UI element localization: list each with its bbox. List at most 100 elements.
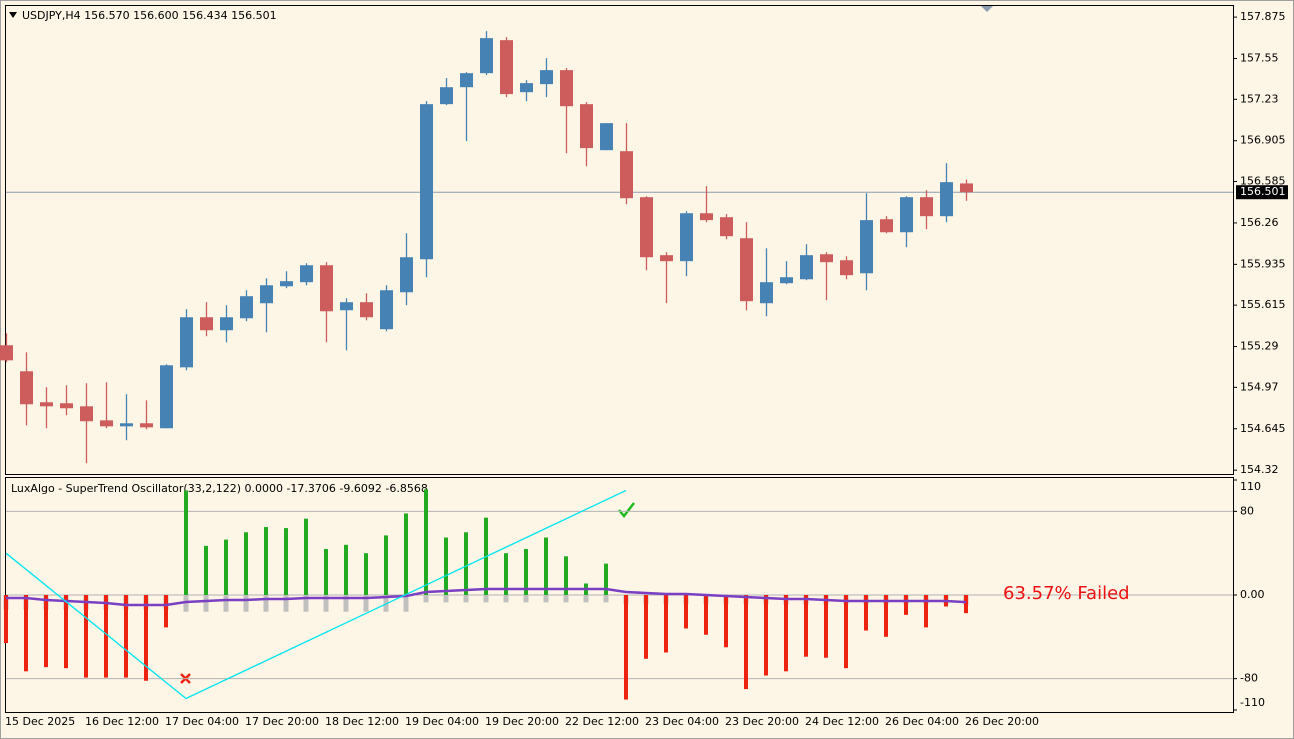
- last-price-box: [1236, 185, 1288, 200]
- candle-body: [880, 219, 893, 233]
- y-tick-label: 154.97: [1240, 380, 1279, 393]
- shadow-bar: [343, 595, 349, 612]
- shadow-bar: [363, 595, 369, 612]
- y-tick-label: -80: [1240, 672, 1258, 685]
- candle-body: [560, 70, 573, 107]
- shift-marker: [981, 6, 993, 12]
- y-tick-label: 80: [1240, 504, 1254, 517]
- candle-body: [940, 182, 953, 217]
- histogram-bar: [804, 595, 808, 657]
- histogram-bar: [284, 528, 288, 595]
- candle-body: [500, 40, 513, 95]
- y-tick-label: 155.935: [1240, 257, 1286, 270]
- candle-body: [20, 371, 33, 405]
- histogram-bar: [784, 595, 788, 672]
- candle-body: [260, 285, 273, 304]
- histogram-bar: [264, 527, 268, 595]
- histogram-bar: [204, 545, 208, 595]
- candle-body: [800, 255, 813, 280]
- histogram-bar: [904, 595, 908, 615]
- histogram-bar: [824, 595, 828, 658]
- candle-body: [300, 265, 313, 283]
- y-tick-label: 157.23: [1240, 92, 1279, 105]
- candle-body: [460, 73, 473, 88]
- success-marker: [618, 502, 635, 518]
- shadow-bar: [563, 595, 569, 603]
- y-tick-label: 157.875: [1240, 10, 1286, 23]
- zigzag-line: [5, 489, 627, 700]
- candle-body: [440, 87, 453, 105]
- x-tick-label: 17 Dec 04:00: [165, 715, 239, 728]
- candle-body: [620, 151, 633, 199]
- shadow-bar: [523, 595, 529, 603]
- histogram-bar: [704, 595, 708, 635]
- histogram-bar: [864, 595, 868, 631]
- histogram-bar: [644, 595, 648, 659]
- chart-title: USDJPY,H4 156.570 156.600 156.434 156.50…: [22, 9, 277, 22]
- price-panel: [5, 5, 1234, 475]
- histogram-bar: [164, 595, 168, 628]
- histogram-bar: [344, 544, 348, 595]
- candle-body: [420, 104, 433, 260]
- menu-triangle[interactable]: [9, 12, 17, 18]
- candle-body: [480, 38, 493, 74]
- candle-body: [580, 104, 593, 149]
- candle-body: [540, 70, 553, 85]
- candle-body: [80, 406, 93, 422]
- x-tick-label: 26 Dec 20:00: [965, 715, 1039, 728]
- x-tick-label: 23 Dec 04:00: [645, 715, 719, 728]
- shadow-bar: [183, 595, 189, 612]
- histogram-bar: [724, 595, 728, 648]
- shadow-bar: [243, 595, 249, 612]
- candle-body: [860, 220, 873, 274]
- histogram-bar: [924, 595, 928, 628]
- histogram-bar: [84, 595, 88, 678]
- candle-body: [400, 257, 413, 293]
- histogram-bar: [4, 595, 8, 644]
- histogram-bar: [144, 595, 148, 681]
- y-tick-label: 156.905: [1240, 134, 1286, 147]
- histogram-bar: [104, 595, 108, 678]
- shadow-bar: [423, 595, 429, 603]
- histogram-bar: [684, 595, 688, 629]
- histogram-bar: [324, 549, 328, 595]
- histogram-bar: [304, 518, 308, 595]
- candle-body: [100, 420, 113, 427]
- y-tick-label: 157.55: [1240, 52, 1279, 65]
- shadow-bar: [203, 595, 209, 612]
- candle-body: [280, 281, 293, 287]
- candle-body: [840, 260, 853, 276]
- histogram-bar: [64, 595, 68, 669]
- y-tick-label: 0.00: [1240, 588, 1265, 601]
- shadow-bar: [583, 595, 589, 603]
- shadow-bar: [443, 595, 449, 603]
- y-tick-label: 154.32: [1240, 463, 1279, 476]
- candle-body: [920, 197, 933, 217]
- candle-body: [40, 402, 53, 407]
- x-tick-label: 22 Dec 12:00: [565, 715, 639, 728]
- last-price-label: 156.501: [1240, 185, 1286, 198]
- histogram-bar: [384, 535, 388, 595]
- shadow-bar: [283, 595, 289, 612]
- histogram-bar: [184, 490, 188, 595]
- candle-body: [660, 255, 673, 262]
- candle-body: [120, 423, 133, 427]
- candle-body: [640, 197, 653, 258]
- candle-body: [520, 83, 533, 93]
- x-tick-label: 15 Dec 2025: [5, 715, 75, 728]
- histogram-bar: [664, 595, 668, 653]
- shadow-bar: [303, 595, 309, 612]
- x-tick-label: 24 Dec 12:00: [805, 715, 879, 728]
- x-tick-label: 18 Dec 12:00: [325, 715, 399, 728]
- histogram-bar: [404, 513, 408, 595]
- histogram-bar: [564, 556, 568, 595]
- indicator-title: LuxAlgo - SuperTrend Oscillator(33,2,122…: [11, 482, 428, 495]
- candle-body: [220, 317, 233, 331]
- shadow-bar: [543, 595, 549, 603]
- candle-body: [700, 213, 713, 221]
- candle-body: [360, 302, 373, 318]
- shadow-bar: [223, 595, 229, 612]
- histogram-bar: [464, 532, 468, 595]
